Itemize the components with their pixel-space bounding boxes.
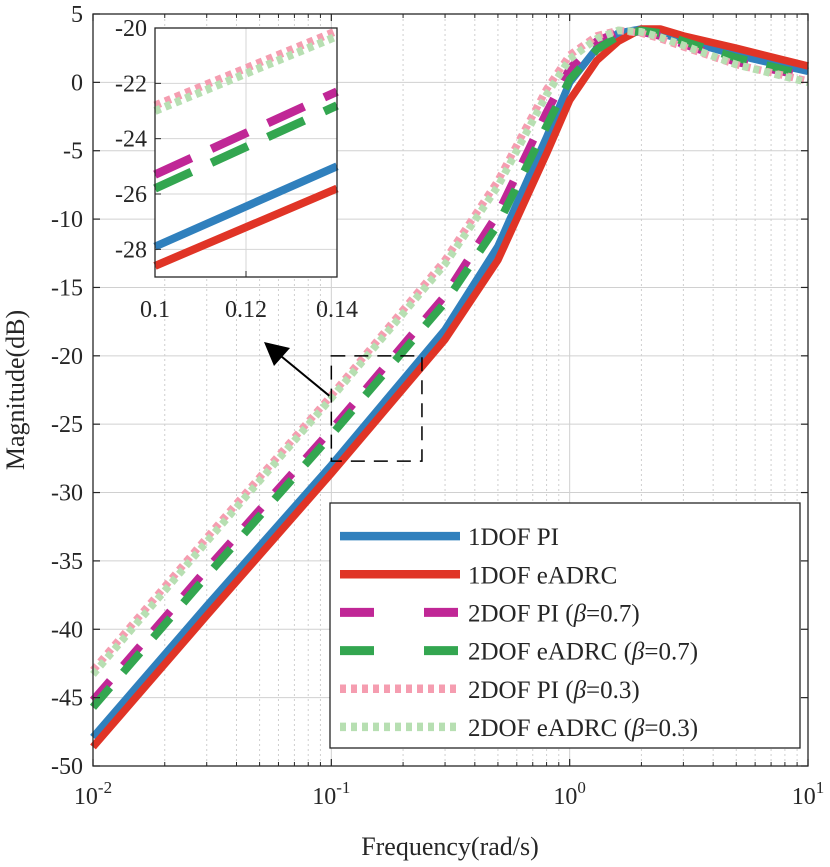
inset-zoom-plot: -20 -22 -24 -26 -28 0.1 0.12 0.14 (115, 16, 358, 323)
y-tick-label: -30 (51, 481, 83, 507)
series-line-4 (90, 26, 809, 673)
inset-y-tick-label: -24 (115, 127, 147, 153)
legend-label-1: 1DOF eADRC (468, 562, 617, 589)
inset-y-tick-label: -26 (115, 182, 147, 208)
inset-y-tick-label: -22 (115, 71, 147, 97)
y-tick-label: -15 (51, 275, 83, 301)
zoom-arrow-shaft (275, 351, 330, 397)
y-tick-label: 5 (71, 2, 83, 28)
x-tick-label: 100 (553, 778, 586, 810)
y-tick-label: -5 (63, 139, 83, 165)
x-tick-label: 10-1 (312, 778, 350, 810)
inset-series-line-0 (153, 162, 339, 251)
legend: 1DOF PI 1DOF eADRC 2DOF PI (β=0.7) 2DOF eAD… (329, 502, 801, 749)
legend-label-4: 2DOF PI (β=0.3) (468, 677, 640, 704)
y-tick-label: -25 (51, 412, 83, 438)
inset-series-line-3 (153, 101, 339, 193)
y-tick-label: -10 (51, 207, 83, 233)
y-tick-label: -20 (51, 344, 83, 370)
zoom-box (330, 355, 423, 462)
y-tick-label: -50 (51, 754, 83, 780)
plot-frame (92, 13, 809, 767)
x-tick-label: 10-2 (74, 778, 112, 810)
series-lines (89, 25, 809, 750)
inset-x-tick-label: 0.14 (316, 297, 358, 323)
y-tick-label: -40 (51, 617, 83, 643)
legend-label-5: 2DOF eADRC (β=0.3) (468, 715, 698, 742)
inset-y-tick-label: -20 (115, 16, 147, 42)
legend-box (329, 502, 801, 749)
legend-label-3: 2DOF eADRC (β=0.7) (468, 639, 698, 666)
inset-series-line-1 (153, 184, 339, 270)
zoom-region (264, 342, 423, 462)
zoom-arrow-head (264, 342, 290, 366)
legend-label-0: 1DOF PI (468, 524, 559, 551)
series-line-5 (90, 26, 809, 677)
inset-x-tick-label: 0.12 (225, 297, 267, 323)
y-tick-label: -45 (51, 686, 83, 712)
inset-y-tick-label: -28 (115, 237, 147, 263)
series-line-1 (90, 25, 809, 750)
y-tick-label: -35 (51, 549, 83, 575)
series-line-3 (89, 26, 809, 710)
inset-series-line-2 (153, 87, 339, 179)
y-axis-label: Magnitude(dB) (1, 310, 30, 470)
legend-label-2: 2DOF PI (β=0.7) (468, 600, 640, 627)
x-axis-label: Frequency(rad/s) (361, 832, 539, 861)
inset-x-tick-label: 0.1 (140, 297, 170, 323)
y-tick-label: 0 (71, 70, 83, 96)
x-tick-label: 101 (792, 778, 825, 810)
